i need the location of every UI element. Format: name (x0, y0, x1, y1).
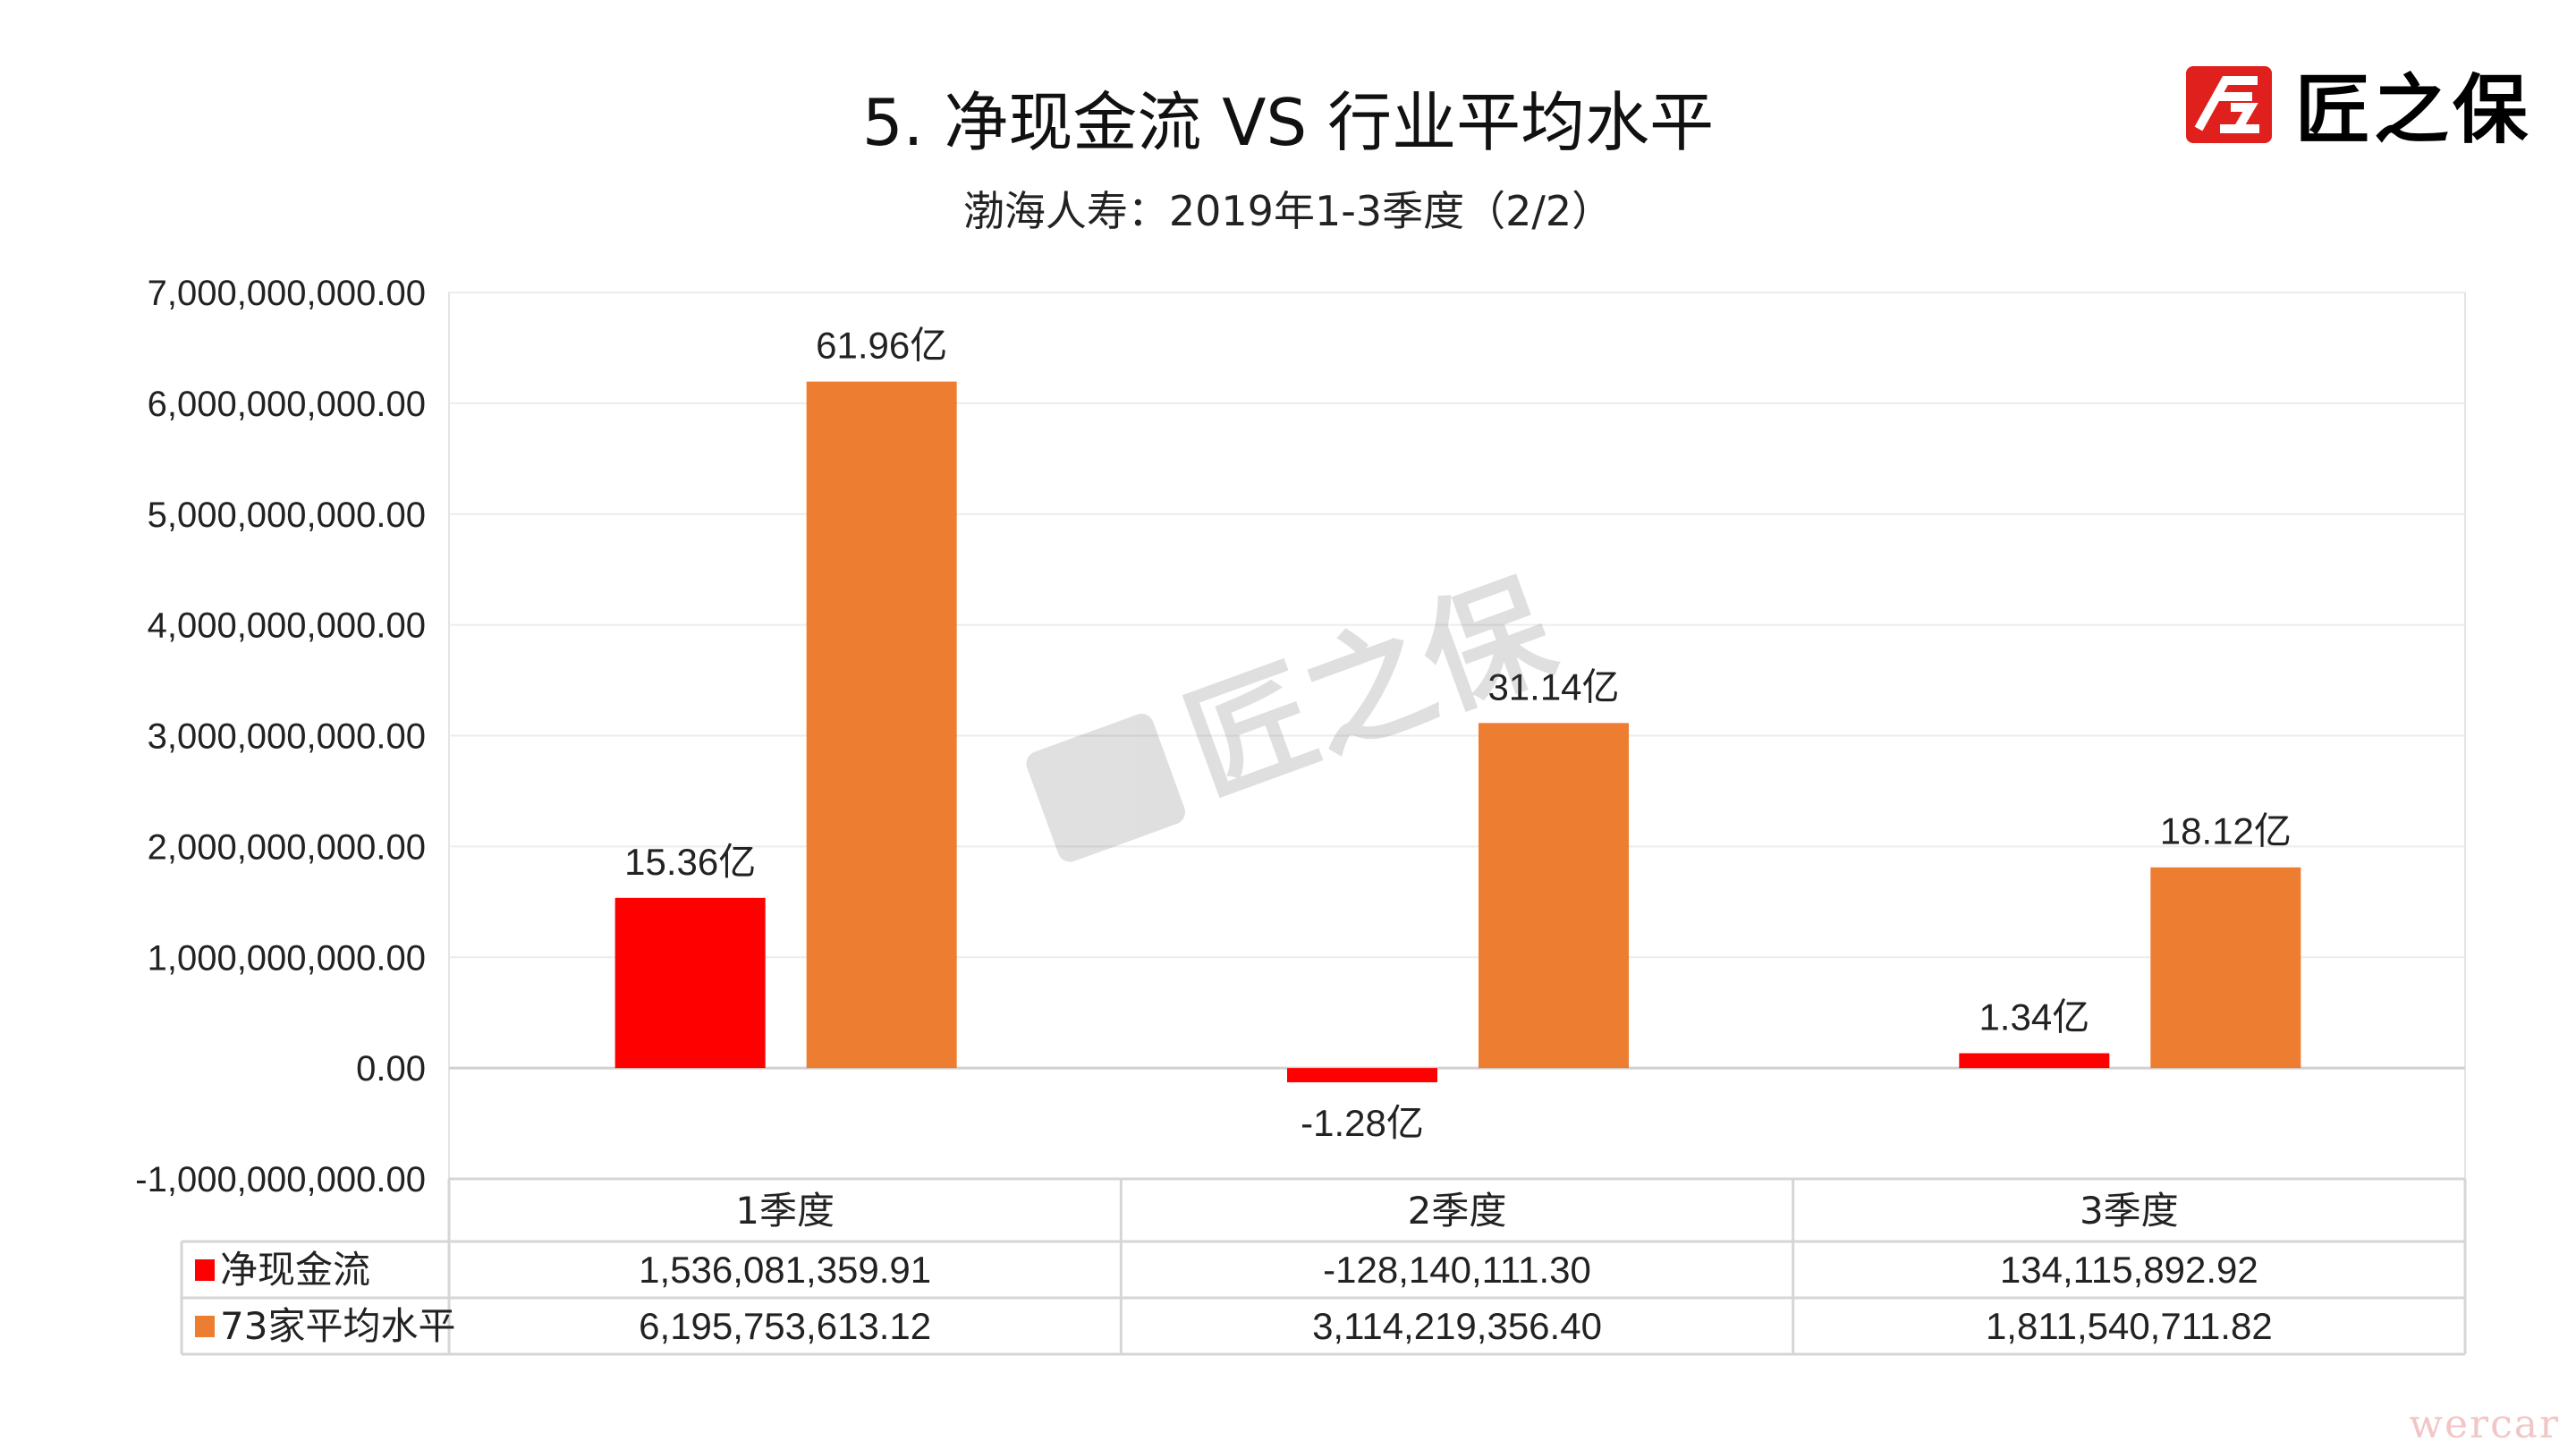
table-cell: 1,811,540,711.82 (1986, 1305, 2273, 1347)
bar-industry-average (1479, 723, 1629, 1069)
legend-label: 73家平均水平 (220, 1304, 455, 1348)
data-label: 1.34亿 (1979, 996, 2089, 1038)
chart-title: 5. 净现金流 VS 行业平均水平 (861, 85, 1715, 160)
data-label: -1.28亿 (1301, 1102, 1424, 1144)
legend-label: 净现金流 (220, 1248, 370, 1292)
category-label: 1季度 (735, 1189, 835, 1233)
y-tick-label: 5,000,000,000.00 (148, 496, 426, 535)
table-cell: 6,195,753,613.12 (639, 1305, 931, 1347)
legend-swatch (195, 1316, 215, 1337)
bar-net-cash-flow (1959, 1053, 2110, 1069)
category-label: 2季度 (1408, 1189, 1507, 1233)
data-label: 31.14亿 (1487, 665, 1619, 708)
y-tick-label: 0.00 (356, 1049, 426, 1089)
data-label: 18.12亿 (2160, 810, 2292, 852)
table-cell: 3,114,219,356.40 (1312, 1305, 1602, 1347)
brand-logo: 匠之保 (2186, 50, 2531, 158)
table-cell: -128,140,111.30 (1323, 1249, 1591, 1291)
y-tick-label: 1,000,000,000.00 (148, 938, 426, 978)
data-label: 15.36亿 (624, 841, 756, 883)
category-label: 3季度 (2080, 1189, 2179, 1233)
table-cell: 1,536,081,359.91 (639, 1249, 931, 1291)
logo-icon (2186, 65, 2272, 143)
bar-industry-average (2150, 867, 2301, 1069)
table-cell: 134,115,892.92 (2000, 1249, 2258, 1291)
bar-net-cash-flow (614, 897, 766, 1069)
y-tick-label: -1,000,000,000.00 (135, 1160, 426, 1199)
y-tick-label: 2,000,000,000.00 (148, 827, 426, 867)
y-tick-label: 4,000,000,000.00 (148, 606, 426, 646)
legend-swatch (195, 1259, 215, 1281)
data-label: 61.96亿 (816, 325, 947, 367)
bar-industry-average (806, 381, 957, 1069)
bar-net-cash-flow (1287, 1068, 1437, 1082)
y-tick-label: 7,000,000,000.00 (148, 274, 426, 313)
corner-watermark: wercar (2409, 1402, 2560, 1447)
watermark-logo-icon (1026, 714, 1186, 862)
chart-subtitle: 渤海人寿：2019年1-3季度（2/2） (962, 187, 1614, 235)
y-tick-label: 6,000,000,000.00 (148, 385, 426, 424)
logo-text: 匠之保 (2295, 66, 2532, 154)
y-tick-label: 3,000,000,000.00 (148, 717, 426, 757)
